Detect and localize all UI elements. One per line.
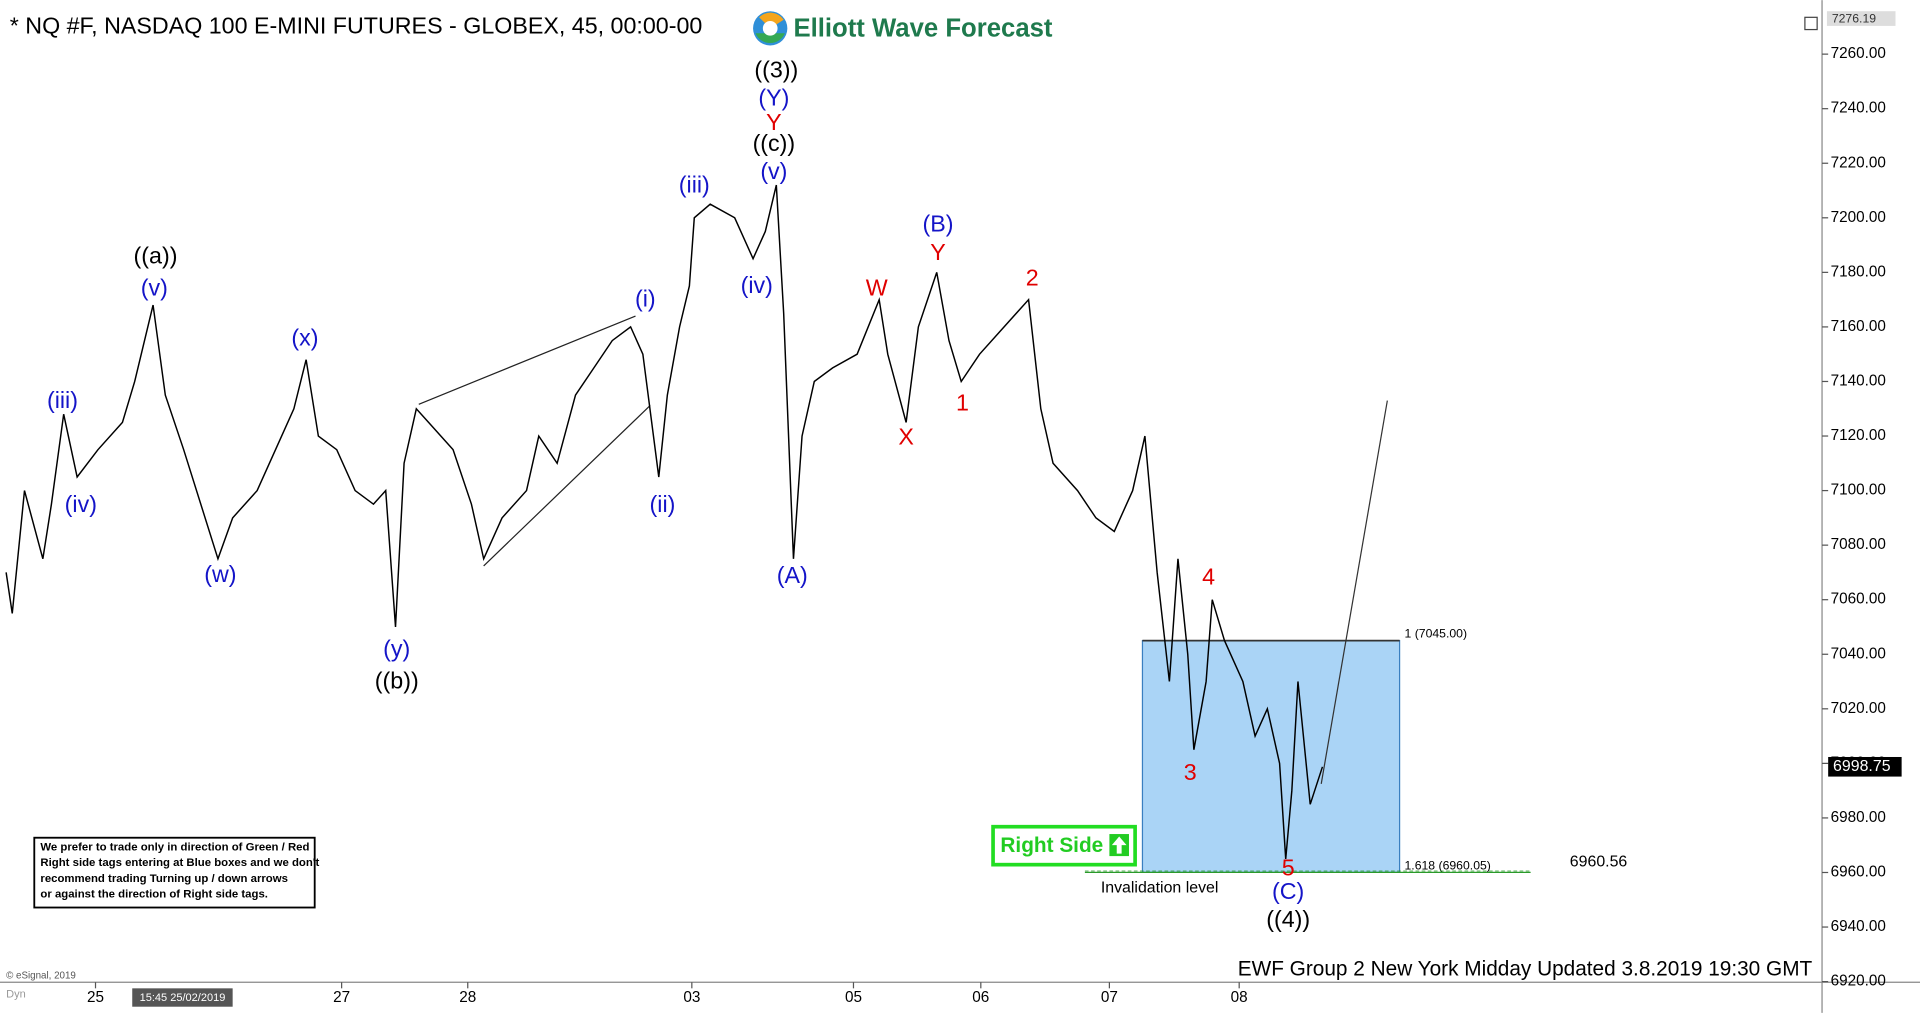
logo-backdrop — [746, 7, 1080, 50]
invalidation-text: Invalidation level — [1101, 879, 1219, 896]
plot-layer — [5, 184, 1324, 859]
wave-label: (iii) — [679, 171, 710, 197]
right-side-arrow — [1111, 836, 1127, 854]
logo-icon — [755, 33, 785, 44]
wave-label: ((3)) — [754, 56, 798, 82]
wave-label: (iv) — [65, 491, 97, 517]
dyn-label: Dyn — [6, 988, 26, 1000]
y-tick-label: 6940.00 — [1831, 918, 1886, 935]
y-tick-label: 6980.00 — [1831, 809, 1886, 826]
y-tick-label: 7120.00 — [1831, 427, 1886, 444]
wave-label: Y — [766, 109, 782, 135]
invalidation-value: 6960.56 — [1570, 854, 1628, 871]
y-tick-label: 6920.00 — [1831, 973, 1886, 990]
x-tick-label: 27 — [333, 989, 350, 1006]
fib-zone — [1141, 640, 1401, 873]
wave-label: (i) — [635, 285, 656, 311]
disclaimer-box — [33, 836, 316, 909]
wave-label: X — [898, 424, 914, 450]
y-tick-label: 6960.00 — [1831, 864, 1886, 881]
wave-label: 2 — [1026, 264, 1039, 290]
wave-label: 3 — [1184, 759, 1197, 785]
wave-label: ((a)) — [134, 242, 178, 268]
top-price-box — [1826, 11, 1896, 26]
wave-label: (B) — [922, 211, 953, 237]
x-tick-label: 07 — [1101, 989, 1118, 1006]
y-tick-label: 7080.00 — [1831, 536, 1886, 553]
x-tick-label: 28 — [459, 989, 476, 1006]
disclaimer-line: or against the direction of Right side t… — [40, 889, 268, 901]
zone-layer: 1 (7045.00) 1.618 (6960.05) 6960.56 Invalid… — [1084, 627, 1628, 896]
wave-label: (v) — [760, 158, 787, 184]
wave-label: (x) — [291, 324, 318, 350]
disclaimer: We prefer to trade only in direction of … — [40, 842, 319, 901]
y-tick-label: 7100.00 — [1831, 482, 1886, 499]
wedge-line — [483, 405, 651, 567]
window-icon — [1804, 16, 1818, 31]
wave-label: (y) — [383, 636, 410, 662]
wave-label: (v) — [141, 274, 168, 300]
fib-top-label: 1 (7045.00) — [1404, 627, 1467, 641]
wave-label: (iii) — [47, 387, 78, 413]
wave-label: W — [866, 274, 888, 300]
logo-icon — [762, 20, 778, 36]
wave-label: (ii) — [650, 491, 676, 517]
chart-title: * NQ #F, NASDAQ 100 E-MINI FUTURES - GLO… — [10, 12, 703, 38]
right-side-text: Right Side — [1000, 834, 1103, 857]
wave-label: (C) — [1272, 878, 1304, 904]
wave-label: ((b)) — [375, 667, 419, 693]
y-tick-label: 7180.00 — [1831, 263, 1886, 280]
wave-label: (iv) — [741, 272, 773, 298]
footer: EWF Group 2 New York Midday Updated 3.8.… — [1238, 957, 1813, 980]
wave-label: 5 — [1282, 855, 1295, 881]
y-tick-label: 7160.00 — [1831, 318, 1886, 335]
disclaimer-line: recommend trading Turning up / down arro… — [40, 873, 288, 885]
crosshair-label: 15:45 25/02/2019 — [140, 992, 226, 1004]
y-tick-label: 7040.00 — [1831, 645, 1886, 662]
wave-label: (w) — [204, 561, 236, 587]
x-tick-label: 05 — [845, 989, 862, 1006]
fib-bottom-label: 1.618 (6960.05) — [1404, 858, 1490, 872]
wave-label: (Y) — [758, 84, 789, 110]
wave-label: Y — [930, 239, 946, 265]
projection-line — [1320, 400, 1388, 784]
top-price-label: 7276.19 — [1832, 11, 1876, 25]
wave-label: 1 — [956, 389, 969, 415]
y-tick-label: 7200.00 — [1831, 209, 1886, 226]
price-line — [5, 184, 1324, 859]
y-tick-label: 7140.00 — [1831, 373, 1886, 390]
y-tick-label: 7240.00 — [1831, 100, 1886, 117]
disclaimer-line: Right side tags entering at Blue boxes a… — [40, 857, 319, 869]
y-tick-label: 7220.00 — [1831, 154, 1886, 171]
disclaimer-line: We prefer to trade only in direction of … — [40, 842, 309, 854]
logo-text: Elliott Wave Forecast — [793, 14, 1052, 42]
wave-label: (A) — [777, 562, 808, 588]
wave-label: ((4)) — [1266, 906, 1310, 932]
wedge-line — [418, 315, 636, 405]
copyright: © eSignal, 2019 — [6, 971, 76, 982]
wave-label: 4 — [1202, 563, 1215, 589]
x-tick-label: 08 — [1231, 989, 1248, 1006]
x-tick-label: 03 — [683, 989, 700, 1006]
x-tick-label: 25 — [87, 989, 104, 1006]
y-tick-label: 7060.00 — [1831, 591, 1886, 608]
logo-icon — [759, 12, 784, 29]
x-tick-label: 06 — [972, 989, 989, 1006]
crosshair-box — [132, 988, 233, 1007]
y-tick-label: 7260.00 — [1831, 45, 1886, 62]
last-price-box — [1828, 756, 1902, 777]
last-price-label: 6998.75 — [1833, 758, 1891, 775]
y-tick-label: 7020.00 — [1831, 700, 1886, 717]
wave-label: ((c)) — [753, 130, 796, 156]
